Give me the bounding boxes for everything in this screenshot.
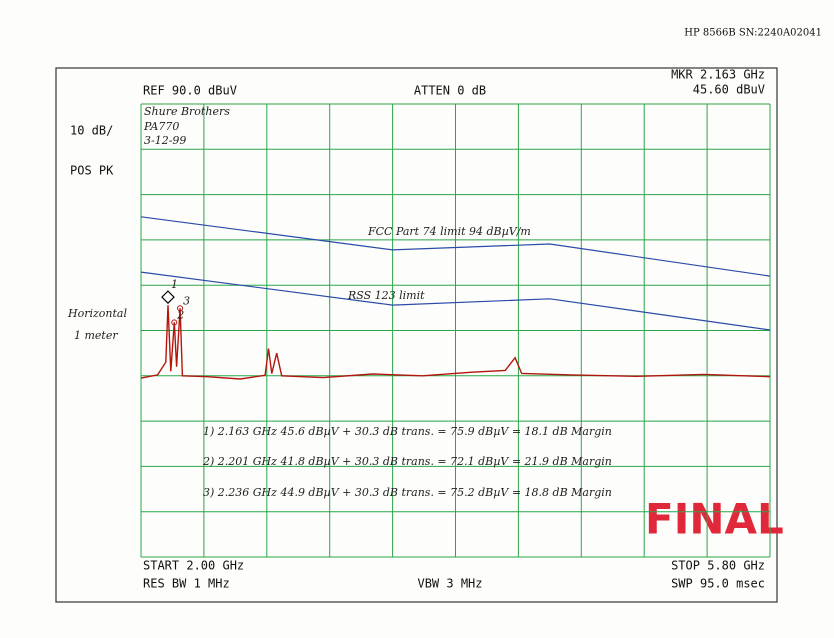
marker xyxy=(177,305,184,312)
limit-label: FCC Part 74 limit 94 dBµV/m xyxy=(367,225,531,238)
handwritten-note: 2) 2.201 GHz 41.8 dBµV + 30.3 dB trans. … xyxy=(202,455,612,468)
handwritten-note: PA770 xyxy=(143,120,179,133)
handwritten-note: Shure Brothers xyxy=(144,105,230,118)
trace xyxy=(140,271,771,331)
marker-label: 3 xyxy=(183,294,190,307)
stop-freq: STOP 5.80 GHz xyxy=(671,559,765,573)
marker-level: 45.60 dBuV xyxy=(693,83,765,97)
sweep: SWP 95.0 msec xyxy=(671,577,765,591)
handwritten-note: 1) 2.163 GHz 45.6 dBµV + 30.3 dB trans. … xyxy=(203,425,612,438)
vbw: VBW 3 MHz xyxy=(417,577,482,591)
handwritten-note: 3) 2.236 GHz 44.9 dBµV + 30.3 dB trans. … xyxy=(203,486,612,499)
frame xyxy=(55,67,778,603)
instrument-id: HP 8566B SN:2240A02041 xyxy=(684,28,822,39)
handwritten-note: Horizontal xyxy=(67,307,127,320)
atten: ATTEN 0 dB xyxy=(414,84,486,98)
detector: POS PK xyxy=(70,164,114,178)
marker xyxy=(171,319,178,326)
rbw: RES BW 1 MHz xyxy=(143,577,230,591)
trace xyxy=(140,305,771,380)
scale: 10 dB/ xyxy=(70,124,113,138)
marker-diamond xyxy=(161,290,175,304)
marker-label: 1 xyxy=(171,278,178,291)
ref-level: REF 90.0 dBuV xyxy=(143,84,237,98)
trace xyxy=(140,216,771,277)
marker-freq: MKR 2.163 GHz xyxy=(671,68,765,82)
start-freq: START 2.00 GHz xyxy=(143,559,244,573)
handwritten-note: 3-12-99 xyxy=(144,134,186,147)
marker-label: 2 xyxy=(176,308,184,321)
handwritten-note: 1 meter xyxy=(74,329,118,342)
limit-label: RSS 123 limit xyxy=(347,289,425,302)
final-stamp: FINAL xyxy=(645,495,784,544)
